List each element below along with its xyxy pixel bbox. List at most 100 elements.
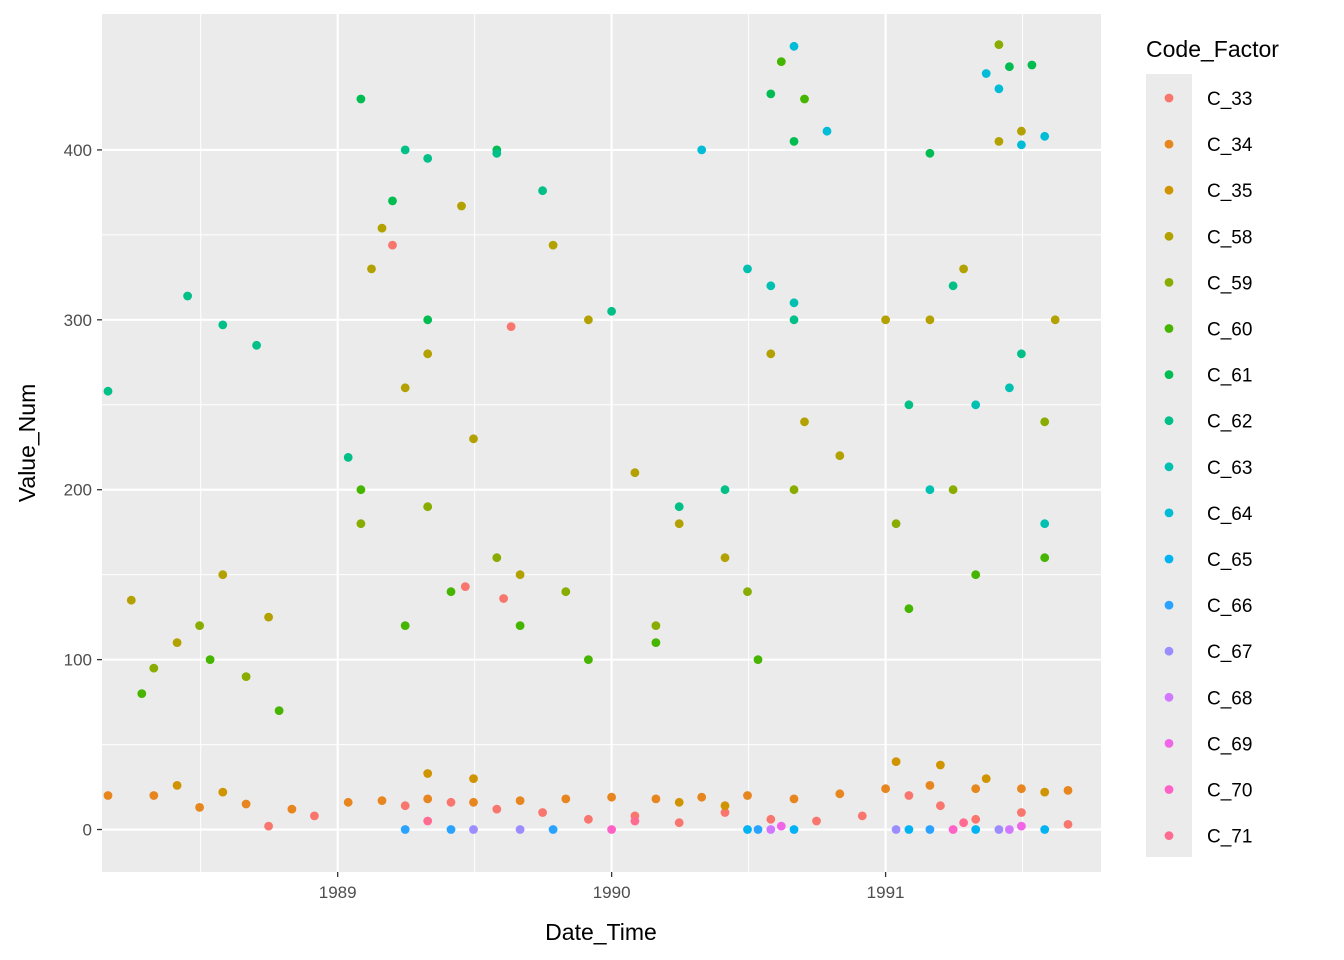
legend-item-C_67: C_67 <box>1164 642 1252 663</box>
data-point <box>469 797 478 807</box>
data-point <box>891 757 901 766</box>
data-point <box>971 570 981 580</box>
data-point <box>697 145 707 155</box>
legend-item-C_71: C_71 <box>1164 827 1252 848</box>
data-point <box>400 621 410 630</box>
data-point <box>1017 821 1026 831</box>
legend-key <box>1164 93 1174 103</box>
data-point <box>994 40 1004 49</box>
data-point <box>1017 126 1026 136</box>
data-point <box>651 794 661 804</box>
data-point <box>891 825 901 834</box>
y-tick-label: 400 <box>64 141 92 160</box>
data-point <box>423 349 433 359</box>
legend-key <box>1164 139 1174 149</box>
series-C_66 <box>400 825 935 834</box>
data-point <box>789 315 799 325</box>
data-point <box>835 451 845 461</box>
data-point <box>400 825 410 834</box>
data-point <box>538 186 547 196</box>
data-point <box>1017 140 1026 150</box>
series-C_62 <box>103 145 1026 512</box>
legend-items: C_33 C_34 C_35 C_58 C_59 C_60 C_61 C_62 C_63 C_64… <box>1164 89 1253 848</box>
data-point <box>1005 383 1014 393</box>
data-point <box>548 825 558 834</box>
series-C_33 <box>264 240 1073 831</box>
series-C_69 <box>776 821 1026 831</box>
data-point <box>172 781 182 790</box>
data-point <box>948 825 958 834</box>
data-point <box>674 797 684 807</box>
legend-label: C_65 <box>1207 550 1252 571</box>
data-point <box>515 796 525 805</box>
x-axis: 1989 1990 1991 <box>319 872 905 902</box>
data-point <box>743 587 752 597</box>
data-point <box>720 553 730 563</box>
data-point <box>356 94 366 104</box>
data-point <box>766 825 776 834</box>
data-point <box>697 792 707 802</box>
data-point <box>971 825 981 834</box>
data-point <box>800 417 809 427</box>
legend-item-C_62: C_62 <box>1164 412 1252 433</box>
data-point <box>460 582 470 591</box>
data-point <box>205 655 215 664</box>
x-tick-label: 1990 <box>593 883 631 902</box>
data-point <box>959 818 968 828</box>
data-point <box>400 145 410 155</box>
series-C_64 <box>697 41 1050 155</box>
data-point <box>789 825 799 834</box>
series-C_71 <box>423 816 968 828</box>
y-tick-label: 200 <box>64 481 92 500</box>
legend-key <box>1164 370 1174 379</box>
data-point <box>607 306 616 316</box>
data-point <box>274 706 284 715</box>
data-point <box>1063 820 1073 829</box>
data-point <box>377 223 387 233</box>
data-point <box>904 400 914 410</box>
data-point <box>1040 825 1050 834</box>
data-point <box>971 400 981 410</box>
data-point <box>1050 315 1060 325</box>
legend-key <box>1164 231 1174 241</box>
legend-key <box>1164 185 1174 195</box>
legend-item-C_61: C_61 <box>1164 366 1252 387</box>
data-point <box>515 825 525 834</box>
data-point <box>1005 62 1014 72</box>
x-tick-label: 1989 <box>319 883 357 902</box>
legend-key <box>1164 462 1174 472</box>
data-point <box>1040 131 1050 141</box>
legend-item-C_69: C_69 <box>1164 734 1252 755</box>
legend-label: C_61 <box>1207 366 1252 387</box>
data-point <box>1017 349 1026 359</box>
data-point <box>310 811 319 821</box>
data-point <box>925 825 935 834</box>
data-point <box>936 760 945 770</box>
data-point <box>195 803 205 812</box>
series-C_70 <box>607 825 958 834</box>
data-point <box>971 814 981 824</box>
legend-key <box>1164 692 1174 702</box>
data-point <box>776 821 786 831</box>
data-point <box>446 797 456 807</box>
legend-key <box>1164 416 1174 426</box>
legend-label: C_70 <box>1207 781 1252 802</box>
data-point <box>126 595 136 605</box>
data-point <box>287 804 297 814</box>
data-point <box>994 137 1004 146</box>
data-point <box>446 587 456 597</box>
legend-item-C_59: C_59 <box>1164 273 1252 294</box>
data-point <box>630 468 640 478</box>
data-point <box>1040 553 1050 563</box>
data-point <box>343 453 353 462</box>
legend-key <box>1164 646 1174 656</box>
data-point <box>1017 808 1026 817</box>
legend-title: Code_Factor <box>1146 36 1279 62</box>
data-point <box>925 148 935 158</box>
data-point <box>264 612 273 622</box>
data-point <box>548 240 558 250</box>
data-point <box>743 264 752 274</box>
legend-item-C_68: C_68 <box>1164 688 1252 709</box>
data-point <box>1017 784 1026 794</box>
data-point <box>904 604 914 614</box>
